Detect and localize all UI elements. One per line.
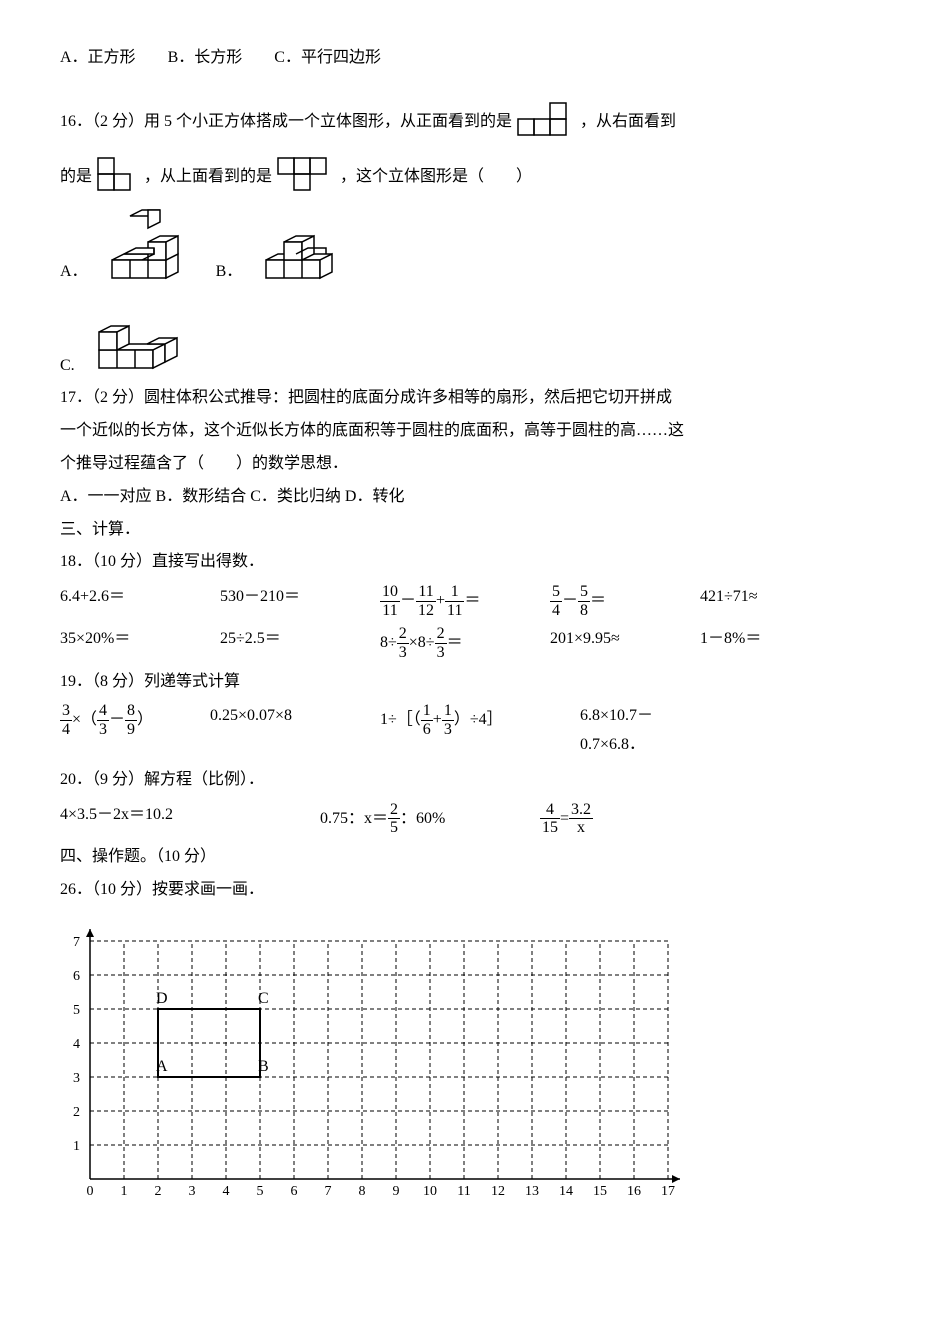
section-4-title: 四、操作题。（10 分） bbox=[60, 843, 890, 872]
svg-text:0: 0 bbox=[87, 1184, 94, 1199]
svg-text:9: 9 bbox=[393, 1184, 400, 1199]
svg-text:10: 10 bbox=[423, 1184, 437, 1199]
svg-text:4: 4 bbox=[223, 1184, 230, 1199]
section-3-title: 三、计算． bbox=[60, 516, 890, 545]
cube-option-b-icon bbox=[246, 206, 366, 286]
svg-text:5: 5 bbox=[73, 1003, 80, 1018]
q15-opt-b: B．长方形 bbox=[168, 49, 243, 66]
q18-r2c1: 35×20%＝ bbox=[60, 625, 220, 661]
front-view-icon bbox=[516, 97, 576, 137]
q15-opt-a: A．正方形 bbox=[60, 49, 136, 66]
cube-option-c-icon bbox=[79, 290, 199, 380]
q16-optC-label: C. bbox=[60, 352, 75, 381]
q18-r1c5: 421÷71≈ bbox=[700, 583, 840, 619]
svg-text:15: 15 bbox=[593, 1184, 607, 1199]
svg-text:1: 1 bbox=[121, 1184, 128, 1199]
q18-r2c3: 8÷23×8÷23＝ bbox=[380, 625, 550, 661]
q16-line2: 的是 ，从上面看到的是 ，这个立体图形是（ ） bbox=[60, 152, 890, 203]
q20-c1: 4×3.5－2x＝10.2 bbox=[60, 801, 320, 837]
svg-text:12: 12 bbox=[491, 1184, 505, 1199]
svg-text:1: 1 bbox=[73, 1139, 80, 1154]
svg-text:2: 2 bbox=[73, 1105, 80, 1120]
q19-c3: 1÷［（16+13）÷4］ bbox=[380, 702, 580, 760]
svg-text:B: B bbox=[258, 1058, 269, 1075]
q16-optA-label: A． bbox=[60, 258, 88, 287]
q18-r2c5: 1－8%＝ bbox=[700, 625, 840, 661]
q15-opt-c: C．平行四边形 bbox=[274, 49, 381, 66]
svg-text:4: 4 bbox=[73, 1037, 80, 1052]
svg-text:6: 6 bbox=[291, 1184, 298, 1199]
svg-text:7: 7 bbox=[73, 935, 80, 950]
svg-text:8: 8 bbox=[359, 1184, 366, 1199]
q18-title: 18．（10 分）直接写出得数． bbox=[60, 548, 890, 577]
svg-text:17: 17 bbox=[661, 1184, 675, 1199]
q18-r2c2: 25÷2.5＝ bbox=[220, 625, 380, 661]
q19-c1: 34×（43－89） bbox=[60, 702, 210, 760]
q26-title: 26．（10 分）按要求画一画． bbox=[60, 876, 890, 905]
q17-opts: A．一一对应 B．数形结合 C．类比归纳 D．转化 bbox=[60, 483, 890, 512]
svg-text:3: 3 bbox=[73, 1071, 80, 1086]
q20-c3: 415=3.2x bbox=[540, 801, 700, 837]
q17-l1: 17．（2 分）圆柱体积公式推导：把圆柱的底面分成许多相等的扇形，然后把它切开拼… bbox=[60, 384, 890, 413]
q18-r2c4: 201×9.95≈ bbox=[550, 625, 700, 661]
svg-text:13: 13 bbox=[525, 1184, 539, 1199]
grid-chart: 012345678910111213141516171234567ABCD bbox=[60, 909, 890, 1199]
svg-text:A: A bbox=[156, 1058, 168, 1075]
top-view-icon bbox=[276, 152, 336, 192]
svg-text:14: 14 bbox=[559, 1184, 573, 1199]
q19-c4: 6.8×10.7－0.7×6.8． bbox=[580, 702, 730, 760]
svg-text:5: 5 bbox=[257, 1184, 264, 1199]
svg-text:6: 6 bbox=[73, 969, 80, 984]
q20-c2: 0.75：x＝25：60% bbox=[320, 801, 540, 837]
q16-optB-label: B． bbox=[216, 258, 243, 287]
q18-r1c1: 6.4+2.6＝ bbox=[60, 583, 220, 619]
q20-title: 20．（9 分）解方程（比例）． bbox=[60, 766, 890, 795]
q17-l3: 个推导过程蕴含了（ ）的数学思想． bbox=[60, 450, 890, 479]
q16-line1: 16．（2 分）用 5 个小正方体搭成一个立体图形，从正面看到的是 ，从右面看到 bbox=[60, 97, 890, 148]
q19-c2: 0.25×0.07×8 bbox=[210, 702, 380, 760]
svg-text:D: D bbox=[156, 990, 168, 1007]
q17-l2: 一个近似的长方体，这个近似长方体的底面积等于圆柱的底面积，高等于圆柱的高……这 bbox=[60, 417, 890, 446]
svg-text:3: 3 bbox=[189, 1184, 196, 1199]
q18-r1c3: 1011－1112+111＝ bbox=[380, 583, 550, 619]
q19-title: 19．（8 分）列递等式计算 bbox=[60, 668, 890, 697]
right-view-icon bbox=[96, 152, 140, 192]
svg-text:7: 7 bbox=[325, 1184, 332, 1199]
cube-option-a-icon bbox=[92, 206, 212, 286]
svg-text:11: 11 bbox=[457, 1184, 470, 1199]
svg-text:2: 2 bbox=[155, 1184, 162, 1199]
svg-text:16: 16 bbox=[627, 1184, 641, 1199]
svg-text:C: C bbox=[258, 990, 269, 1007]
q18-r1c2: 530－210＝ bbox=[220, 583, 380, 619]
q18-r1c4: 54－58＝ bbox=[550, 583, 700, 619]
